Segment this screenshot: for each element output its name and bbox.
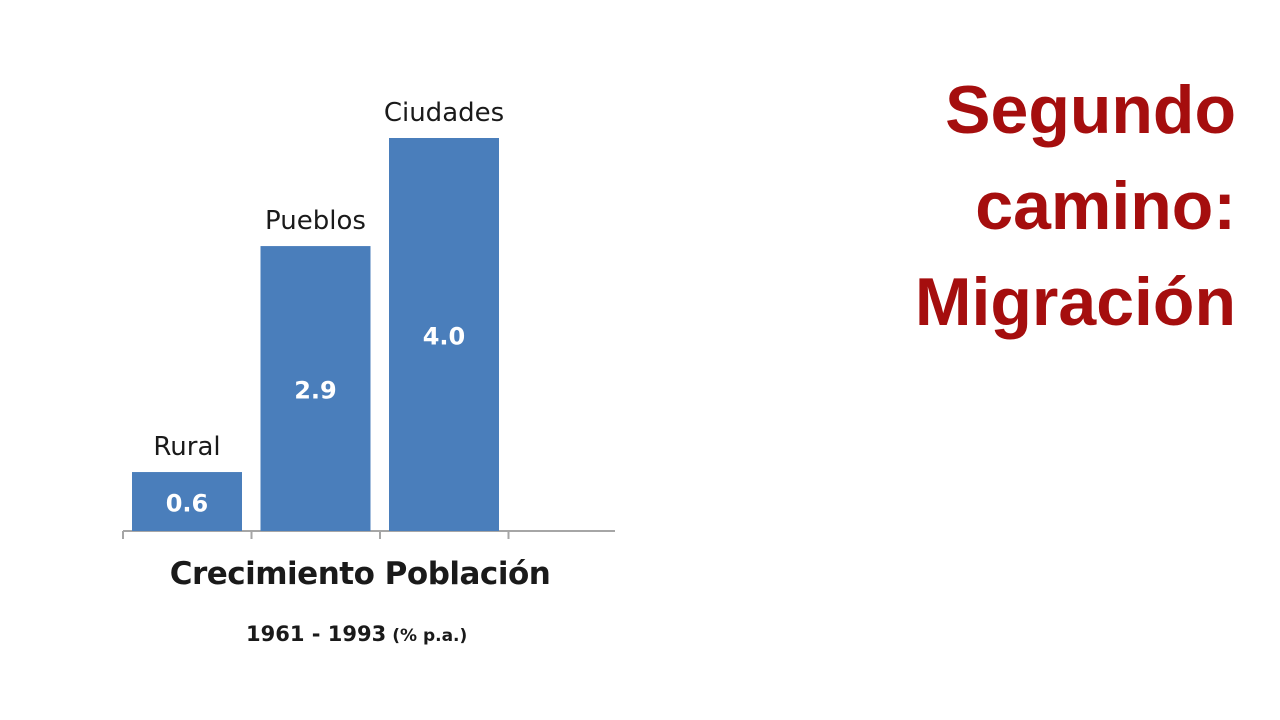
bar-value-label: 0.6 — [166, 490, 209, 518]
bar-pueblos — [260, 246, 371, 531]
slide-title-line-2: camino: — [975, 168, 1236, 244]
bar-category-label: Rural — [153, 432, 220, 462]
bar-value-label: 2.9 — [294, 377, 337, 405]
slide-title-line-3: Migración — [914, 264, 1236, 340]
chart-subtitle-unit: (% p.a.) — [392, 626, 468, 646]
chart-title: Crecimiento Población — [169, 556, 551, 592]
chart-subtitle: 1961 - 1993 (% p.a.) — [246, 622, 467, 646]
chart-subtitle-years: 1961 - 1993 — [246, 622, 387, 646]
bar-category-label: Pueblos — [265, 206, 366, 236]
bar-value-label: 4.0 — [423, 323, 466, 351]
slide-title: Segundo camino: Migración — [716, 62, 1236, 350]
slide-title-line-1: Segundo — [945, 72, 1236, 148]
bar-category-label: Ciudades — [384, 98, 504, 128]
bar-ciudades — [389, 138, 499, 531]
bar-rural — [132, 472, 242, 531]
